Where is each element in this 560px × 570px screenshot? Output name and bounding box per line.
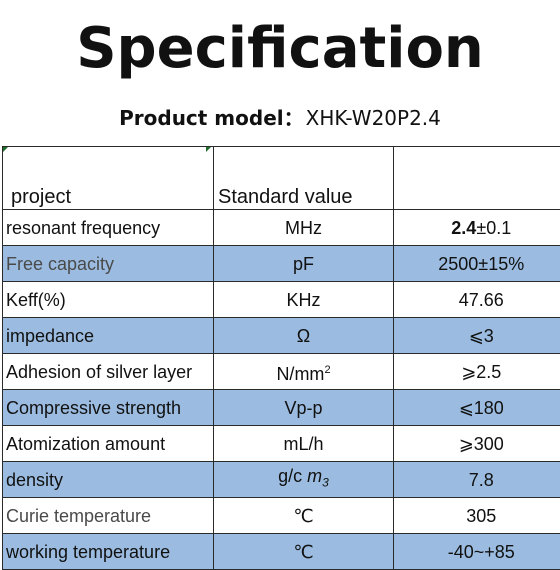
specification-table: project Standard value resonant frequenc…	[2, 146, 560, 570]
row-unit: g/c m3	[214, 462, 394, 498]
header-blank-cell	[394, 147, 560, 210]
row-unit: ℃	[214, 498, 394, 534]
cell-comment-marker	[3, 147, 8, 152]
row-unit-superscript: 2	[324, 364, 330, 376]
row-value-bold: 2.4	[451, 218, 476, 238]
row-project: Adhesion of silver layer	[3, 354, 214, 390]
row-value: ⩽180	[394, 390, 560, 426]
row-project: Keff(%)	[3, 282, 214, 318]
row-project: resonant frequency	[3, 210, 214, 246]
row-value: 7.8	[394, 462, 560, 498]
row-unit: N/mm2	[214, 354, 394, 390]
row-project: working temperature	[3, 534, 214, 570]
table-row: Keff(%) KHz 47.66	[3, 282, 560, 318]
row-value: -40~+85	[394, 534, 560, 570]
table-header-row: project Standard value	[3, 147, 560, 210]
row-unit: ℃	[214, 534, 394, 570]
table-row: Curie temperature ℃ 305	[3, 498, 560, 534]
page-title: Specification	[0, 14, 560, 84]
row-project: Curie temperature	[3, 498, 214, 534]
table-row: Compressive strength Vp-p ⩽180	[3, 390, 560, 426]
row-value-tolerance: ±0.1	[476, 218, 511, 238]
table-row: working temperature ℃ -40~+85	[3, 534, 560, 570]
table-row: density g/c m3 7.8	[3, 462, 560, 498]
row-value: 2.4±0.1	[394, 210, 560, 246]
row-value: 2500±15%	[394, 246, 560, 282]
product-model-line: Product model：XHK-W20P2.4	[0, 104, 560, 132]
row-project: Atomization amount	[3, 426, 214, 462]
row-project: impedance	[3, 318, 214, 354]
row-value: ⩾300	[394, 426, 560, 462]
cell-comment-marker	[206, 147, 211, 152]
header-standard-value: Standard value	[214, 147, 394, 210]
product-model-label: Product model：	[119, 106, 304, 130]
row-value: ⩽3	[394, 318, 560, 354]
row-value: 305	[394, 498, 560, 534]
row-unit: KHz	[214, 282, 394, 318]
row-unit-subscript: 3	[322, 476, 329, 490]
row-unit: pF	[214, 246, 394, 282]
row-unit-base: g/c	[278, 466, 302, 486]
row-project: Free capacity	[3, 246, 214, 282]
product-model-value: XHK-W20P2.4	[306, 106, 441, 130]
table-row: Adhesion of silver layer N/mm2 ⩾2.5	[3, 354, 560, 390]
row-unit: MHz	[214, 210, 394, 246]
row-project: Compressive strength	[3, 390, 214, 426]
table-row: Free capacity pF 2500±15%	[3, 246, 560, 282]
row-unit-italic: m	[307, 466, 322, 486]
header-project: project	[3, 147, 214, 210]
row-project: density	[3, 462, 214, 498]
table-row: Atomization amount mL/h ⩾300	[3, 426, 560, 462]
row-value: 47.66	[394, 282, 560, 318]
table-row: resonant frequency MHz 2.4±0.1	[3, 210, 560, 246]
row-unit: mL/h	[214, 426, 394, 462]
row-unit-base: N/mm	[276, 364, 324, 384]
row-unit: Vp-p	[214, 390, 394, 426]
table-row: impedance Ω ⩽3	[3, 318, 560, 354]
row-unit: Ω	[214, 318, 394, 354]
row-value: ⩾2.5	[394, 354, 560, 390]
